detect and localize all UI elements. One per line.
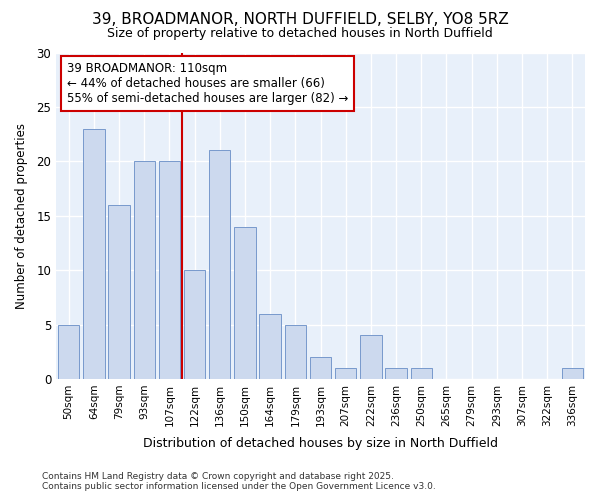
Bar <box>385 368 407 379</box>
Bar <box>562 368 583 379</box>
Bar <box>83 128 104 379</box>
Bar <box>410 368 432 379</box>
Bar <box>134 162 155 379</box>
Bar <box>184 270 205 379</box>
Bar <box>360 336 382 379</box>
Bar <box>58 324 79 379</box>
Bar <box>234 226 256 379</box>
Text: Size of property relative to detached houses in North Duffield: Size of property relative to detached ho… <box>107 28 493 40</box>
Bar <box>310 357 331 379</box>
Bar <box>259 314 281 379</box>
Bar <box>159 162 180 379</box>
Text: Contains HM Land Registry data © Crown copyright and database right 2025.
Contai: Contains HM Land Registry data © Crown c… <box>42 472 436 491</box>
Bar <box>209 150 230 379</box>
Text: 39, BROADMANOR, NORTH DUFFIELD, SELBY, YO8 5RZ: 39, BROADMANOR, NORTH DUFFIELD, SELBY, Y… <box>92 12 508 28</box>
Text: 39 BROADMANOR: 110sqm
← 44% of detached houses are smaller (66)
55% of semi-deta: 39 BROADMANOR: 110sqm ← 44% of detached … <box>67 62 348 106</box>
Bar <box>109 205 130 379</box>
Bar <box>335 368 356 379</box>
Y-axis label: Number of detached properties: Number of detached properties <box>15 122 28 308</box>
Bar <box>284 324 306 379</box>
X-axis label: Distribution of detached houses by size in North Duffield: Distribution of detached houses by size … <box>143 437 498 450</box>
